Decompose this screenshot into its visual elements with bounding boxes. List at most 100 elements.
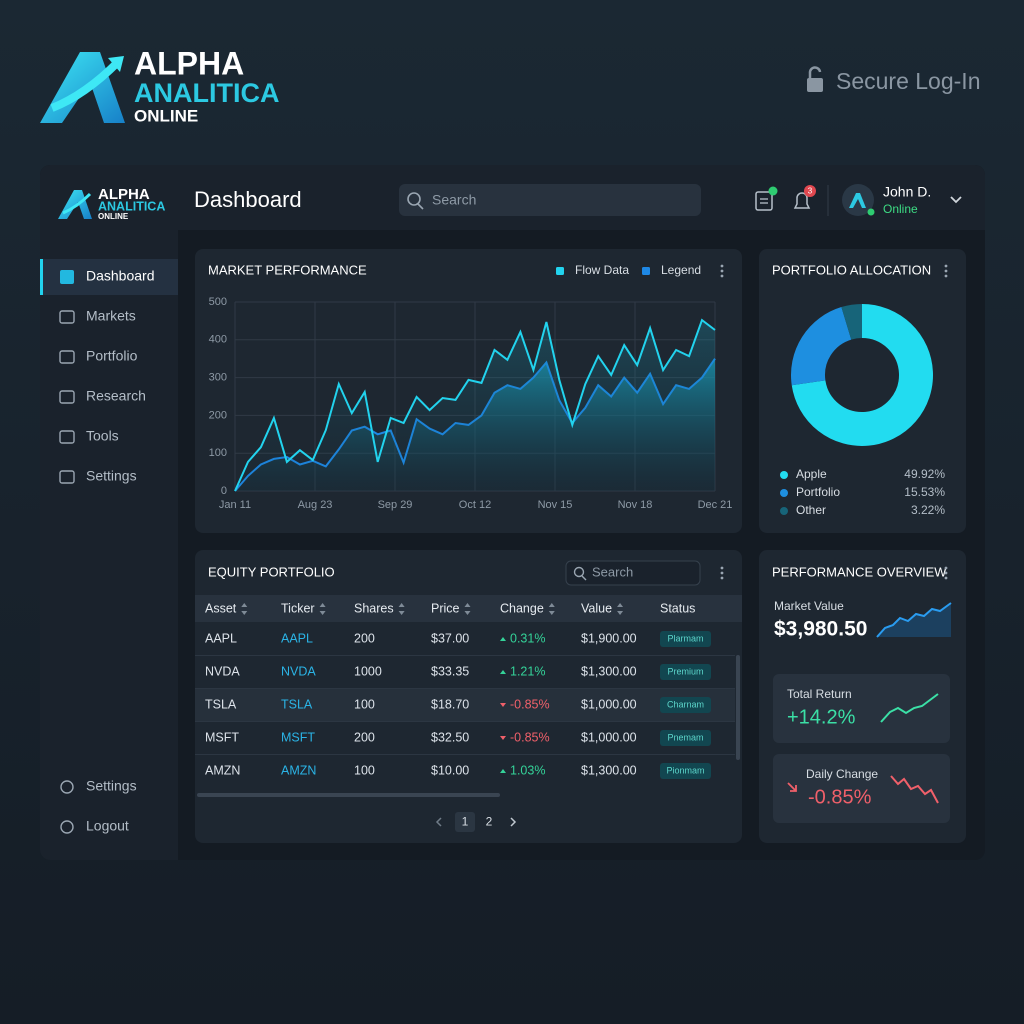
- nav-label[interactable]: Research: [86, 388, 146, 404]
- column-header[interactable]: Ticker: [281, 601, 315, 615]
- table-search[interactable]: Search: [565, 560, 701, 586]
- legend-label: Other: [796, 503, 826, 517]
- nav-item[interactable]: Settings: [59, 468, 137, 484]
- sparkline: [880, 693, 939, 723]
- sparkline-area: [877, 603, 951, 637]
- nav-label[interactable]: Settings: [86, 468, 137, 484]
- column-header[interactable]: Status: [660, 601, 695, 615]
- nav-item[interactable]: Dashboard: [40, 259, 178, 295]
- nav-item[interactable]: Settings: [60, 778, 137, 794]
- row-highlight: [195, 689, 735, 722]
- user-menu[interactable]: John D. Online: [842, 184, 962, 216]
- status-badge: [660, 697, 711, 713]
- cell: 1000: [354, 664, 382, 678]
- page-number[interactable]: 1: [462, 815, 469, 829]
- search-box[interactable]: Search: [399, 184, 701, 216]
- logo-line1: ALPHA: [134, 45, 244, 81]
- x-tick-label: Aug 23: [298, 499, 333, 511]
- column-header[interactable]: Shares: [354, 601, 394, 615]
- sort-icon[interactable]: [617, 603, 624, 615]
- cell: $32.50: [431, 730, 469, 744]
- sort-icon[interactable]: [548, 603, 555, 615]
- notifications-button[interactable]: 3: [793, 185, 816, 209]
- table-search-field[interactable]: [565, 560, 701, 586]
- metric-card: [773, 674, 950, 743]
- kebab-menu[interactable]: [944, 566, 948, 580]
- legend-value: 49.92%: [904, 467, 945, 481]
- cell[interactable]: MSFT: [281, 730, 315, 744]
- sparkline: [890, 775, 939, 804]
- cell[interactable]: NVDA: [281, 664, 316, 678]
- nav-icon: [59, 310, 75, 324]
- donut-slice: [791, 304, 933, 446]
- metric-label: Market Value: [774, 599, 844, 613]
- sort-icon[interactable]: [241, 603, 248, 615]
- sort-icon[interactable]: [464, 603, 471, 615]
- nav-item[interactable]: Portfolio: [59, 348, 138, 364]
- cell[interactable]: TSLA: [281, 697, 313, 711]
- kebab-menu[interactable]: [944, 264, 948, 278]
- cell: $33.35: [431, 664, 469, 678]
- prev-page[interactable]: [435, 817, 442, 827]
- column-header[interactable]: Price: [431, 601, 460, 615]
- column-header[interactable]: Asset: [205, 601, 237, 615]
- nav-icon: [60, 780, 74, 794]
- search-icon-handle: [581, 575, 587, 581]
- logo-line2: ANALITICA: [134, 78, 279, 108]
- down-triangle: [500, 703, 506, 707]
- sort-icon[interactable]: [398, 603, 405, 615]
- nav-label[interactable]: Logout: [86, 818, 129, 834]
- column-header[interactable]: Change: [500, 601, 544, 615]
- user-name: John D.: [883, 184, 931, 200]
- nav-label[interactable]: Markets: [86, 308, 136, 324]
- header-logo: ALPHA ANALITICA ONLINE: [40, 45, 279, 125]
- secure-login[interactable]: Secure Log-In: [807, 66, 980, 94]
- search-field[interactable]: [399, 184, 701, 216]
- nav-label[interactable]: Settings: [86, 778, 137, 794]
- column-header[interactable]: Value: [581, 601, 612, 615]
- metric-label: Total Return: [787, 687, 852, 701]
- nav-item[interactable]: Tools: [59, 428, 119, 444]
- cell: $37.00: [431, 631, 469, 645]
- page-number[interactable]: 2: [486, 815, 493, 829]
- y-tick-label: 200: [209, 409, 227, 421]
- allocation-chart: Apple 49.92% Portfolio 15.53% Other 3.22%: [780, 304, 945, 517]
- secure-login-label[interactable]: Secure Log-In: [836, 68, 980, 94]
- kebab-menu[interactable]: [720, 566, 724, 580]
- nav-icon: [59, 470, 75, 484]
- status-badge: [660, 763, 711, 779]
- messages-badge: [768, 186, 778, 196]
- cell: 0.31%: [510, 631, 545, 645]
- legend-label: Legend: [661, 263, 701, 277]
- cell[interactable]: AMZN: [281, 763, 316, 777]
- table-header-row: [195, 595, 742, 622]
- legend-value: 15.53%: [904, 485, 945, 499]
- y-tick-label: 500: [209, 296, 227, 308]
- nav-item[interactable]: Markets: [59, 308, 136, 324]
- logo-arrow: [62, 192, 92, 215]
- line: [234, 318, 716, 492]
- nav-icon: [59, 430, 75, 444]
- nav-icon: [60, 820, 74, 834]
- kebab-menu[interactable]: [720, 264, 724, 278]
- status-badge: [660, 664, 711, 680]
- cell[interactable]: AAPL: [281, 631, 313, 645]
- nav-label[interactable]: Portfolio: [86, 348, 138, 364]
- market-chart: 0 100 200 300 400 500 Jan 11 Aug 23 Sep 29 Oct 12…: [209, 263, 733, 511]
- logo-arrow-head: [108, 56, 124, 72]
- cell: 100: [354, 763, 375, 777]
- sort-icon[interactable]: [319, 603, 326, 615]
- nav-item[interactable]: Logout: [60, 818, 129, 834]
- legend-label: Apple: [796, 467, 827, 481]
- search-placeholder: Search: [432, 192, 476, 208]
- messages-button[interactable]: [755, 186, 778, 211]
- nav-label[interactable]: Tools: [86, 428, 119, 444]
- metric-value: -0.85%: [808, 786, 872, 808]
- status-label: Premium: [667, 666, 703, 676]
- chevron-down: [950, 196, 962, 204]
- next-page[interactable]: [510, 817, 517, 827]
- nav-item[interactable]: Research: [59, 388, 146, 404]
- search-placeholder: Search: [592, 564, 633, 579]
- nav-label[interactable]: Dashboard: [86, 268, 155, 284]
